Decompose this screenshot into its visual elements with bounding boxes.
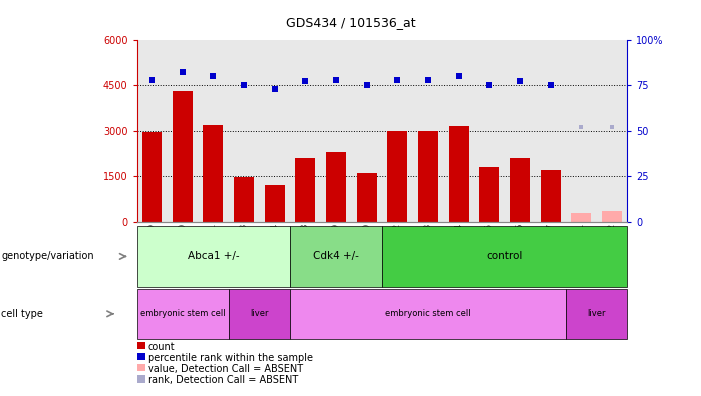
Bar [142,132,162,222]
Text: control: control [486,251,523,261]
Point [207,73,219,79]
Bar [479,167,499,222]
Text: GDS434 / 101536_at: GDS434 / 101536_at [286,16,415,29]
Bar [203,125,224,222]
Bar [326,152,346,222]
Bar [265,185,285,222]
Point [484,82,495,88]
Text: embryonic stem cell: embryonic stem cell [386,309,471,318]
Point [147,76,158,83]
Text: Abca1 +/-: Abca1 +/- [188,251,239,261]
Bar [388,131,407,222]
Point [177,69,189,76]
Point [545,82,557,88]
Bar [540,170,561,222]
Point [576,124,587,130]
Text: Cdk4 +/-: Cdk4 +/- [313,251,359,261]
Point [453,73,464,79]
Bar [449,126,469,222]
Text: percentile rank within the sample: percentile rank within the sample [148,352,313,363]
Point [423,76,434,83]
Text: cell type: cell type [1,309,43,319]
Bar [510,158,530,222]
Bar [357,173,376,222]
Text: liver: liver [250,309,268,318]
Point [330,76,341,83]
Text: rank, Detection Call = ABSENT: rank, Detection Call = ABSENT [148,375,298,385]
Point [238,82,250,88]
Point [392,76,403,83]
Text: liver: liver [587,309,606,318]
Bar [418,131,438,222]
Text: genotype/variation: genotype/variation [1,251,94,261]
Bar [234,177,254,222]
Bar [172,91,193,222]
Text: embryonic stem cell: embryonic stem cell [140,309,226,318]
Bar [602,211,622,222]
Text: count: count [148,341,175,352]
Point [361,82,372,88]
Point [606,124,618,130]
Bar [295,158,315,222]
Point [300,78,311,85]
Text: value, Detection Call = ABSENT: value, Detection Call = ABSENT [148,364,303,374]
Bar [571,213,592,222]
Point [515,78,526,85]
Point [269,86,280,92]
